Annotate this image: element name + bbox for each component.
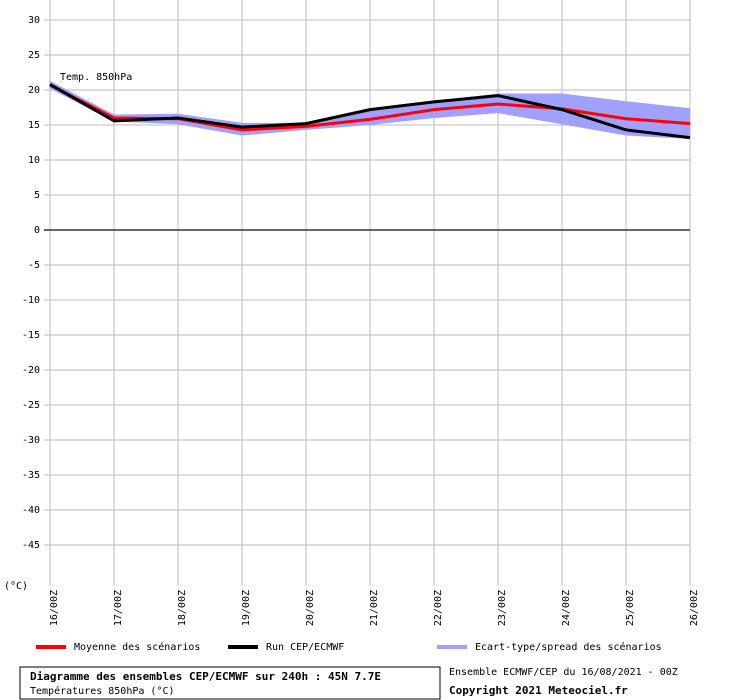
x-tick-label: 18/00Z [177, 590, 188, 626]
y-unit: (°C) [4, 581, 28, 592]
x-tick-label: 26/00Z [689, 590, 700, 626]
x-tick-label: 19/00Z [241, 590, 252, 626]
y-tick-label: -10 [22, 295, 40, 306]
y-tick-label: -30 [22, 435, 40, 446]
footer-box [19, 666, 441, 700]
y-tick-label: 25 [28, 50, 40, 61]
y-tick-label: 10 [28, 155, 40, 166]
footer-subtitle: Températures 850hPa (°C) [30, 685, 175, 697]
footer-run: Ensemble ECMWF/CEP du 16/08/2021 - 00Z [449, 667, 678, 678]
x-tick-label: 21/00Z [369, 590, 380, 626]
y-tick-label: 5 [34, 190, 40, 201]
y-tick-label: 20 [28, 85, 40, 96]
x-tick-label: 16/00Z [49, 590, 60, 626]
footer-title: Diagramme des ensembles CEP/ECMWF sur 24… [30, 670, 381, 683]
x-tick-label: 17/00Z [113, 590, 124, 626]
y-tick-label: 30 [28, 15, 40, 26]
y-tick-label: -20 [22, 365, 40, 376]
y-tick-label: 0 [34, 225, 40, 236]
y-tick-label: -40 [22, 505, 40, 516]
legend-label: Run CEP/ECMWF [266, 642, 344, 653]
footer-copyright: Copyright 2021 Meteociel.fr [449, 684, 628, 697]
y-tick-label: -5 [28, 260, 40, 271]
y-tick-label: 15 [28, 120, 40, 131]
y-tick-label: -45 [22, 540, 40, 551]
x-tick-label: 24/00Z [561, 590, 572, 626]
y-tick-label: -35 [22, 470, 40, 481]
y-tick-label: -15 [22, 330, 40, 341]
x-tick-label: 23/00Z [497, 590, 508, 626]
x-tick-label: 25/00Z [625, 590, 636, 626]
series-line [49, 83, 691, 140]
legend-label: Moyenne des scénarios [74, 641, 200, 653]
legend-label: Ecart-type/spread des scénarios [475, 641, 662, 653]
annotation: Temp. 850hPa [60, 72, 132, 83]
x-tick-label: 20/00Z [305, 590, 316, 626]
x-tick-label: 22/00Z [433, 590, 444, 626]
y-tick-label: -25 [22, 400, 40, 411]
